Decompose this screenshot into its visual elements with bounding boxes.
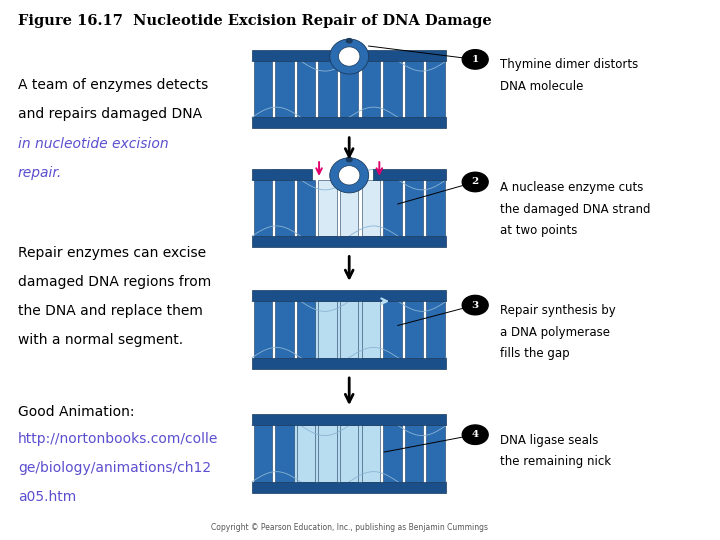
Text: A nuclease enzyme cuts: A nuclease enzyme cuts [500,181,644,194]
Bar [252,50,446,61]
Bar [361,426,380,482]
Bar [291,426,379,482]
Bar [252,117,446,128]
Bar [340,180,359,236]
Bar [383,61,402,117]
Text: fills the gap: fills the gap [500,347,570,360]
Bar [318,180,337,236]
Bar [275,426,294,482]
Bar [426,180,445,236]
Text: http://nortonbooks.com/colle: http://nortonbooks.com/colle [18,432,218,446]
Bar [252,236,446,247]
Circle shape [462,295,488,315]
Text: DNA molecule: DNA molecule [500,80,584,93]
Text: 3: 3 [472,301,479,309]
Circle shape [462,425,488,444]
Text: damaged DNA regions from: damaged DNA regions from [18,275,211,289]
Text: a05.htm: a05.htm [18,490,76,504]
Bar [253,426,272,482]
Bar [405,301,423,357]
Bar [253,61,272,117]
Circle shape [462,172,488,192]
Bar [383,301,402,357]
Bar [297,301,315,357]
Bar [252,291,446,301]
Bar [383,180,402,236]
Text: the DNA and replace them: the DNA and replace them [18,304,203,318]
Bar [405,61,423,117]
Ellipse shape [330,39,369,74]
Bar [340,426,359,482]
Bar [361,61,380,117]
Ellipse shape [330,158,369,193]
Bar [405,426,423,482]
Bar [340,301,359,357]
Text: the damaged DNA strand: the damaged DNA strand [500,202,651,215]
Bar [253,301,272,357]
Bar [252,357,446,368]
Bar [253,180,272,236]
Text: the remaining nick: the remaining nick [500,455,611,468]
Bar [318,426,337,482]
Bar [318,301,337,357]
Bar [361,180,380,236]
Text: in nucleotide excision: in nucleotide excision [18,137,168,151]
Bar [275,301,294,357]
Text: repair.: repair. [18,166,62,180]
Bar [297,180,315,236]
Bar [275,61,294,117]
Bar [426,301,445,357]
Bar [297,426,315,482]
Ellipse shape [338,47,360,66]
Text: Copyright © Pearson Education, Inc., publishing as Benjamin Cummings: Copyright © Pearson Education, Inc., pub… [211,523,487,532]
Bar [307,301,372,357]
Bar [252,482,446,492]
Bar [383,426,402,482]
Text: 2: 2 [472,178,479,186]
Text: at two points: at two points [500,224,577,237]
Text: Figure 16.17  Nucleotide Excision Repair of DNA Damage: Figure 16.17 Nucleotide Excision Repair … [18,14,492,28]
Text: Good Animation:: Good Animation: [18,405,135,419]
Text: ge/biology/animations/ch12: ge/biology/animations/ch12 [18,461,211,475]
Text: 4: 4 [472,430,479,439]
Text: Repair synthesis by: Repair synthesis by [500,304,616,317]
Bar [318,61,337,117]
Bar [372,168,446,180]
Bar [426,61,445,117]
Text: a DNA polymerase: a DNA polymerase [500,326,611,339]
Text: and repairs damaged DNA: and repairs damaged DNA [18,107,202,122]
Text: Thymine dimer distorts: Thymine dimer distorts [500,58,639,71]
Text: A team of enzymes detects: A team of enzymes detects [18,78,208,92]
Bar [252,415,446,426]
Circle shape [462,50,488,69]
Circle shape [346,157,352,161]
Bar [275,180,294,236]
Bar [426,426,445,482]
Text: DNA ligase seals: DNA ligase seals [500,434,599,447]
Bar [361,301,380,357]
Bar [252,168,312,180]
Text: 1: 1 [472,55,479,64]
Bar [340,61,359,117]
Ellipse shape [338,166,360,185]
Bar [297,61,315,117]
Bar [405,180,423,236]
Text: with a normal segment.: with a normal segment. [18,333,183,347]
Circle shape [346,38,352,43]
Text: Repair enzymes can excise: Repair enzymes can excise [18,246,206,260]
